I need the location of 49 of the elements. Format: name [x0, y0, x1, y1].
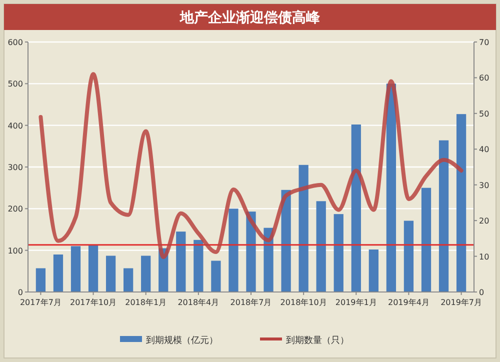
y2-tick-label: 0	[479, 288, 484, 297]
y2-tick-label: 60	[479, 74, 490, 83]
line-series	[38, 72, 464, 259]
y-tick-label: 100	[8, 246, 23, 256]
legend-label: 到期数量（只）	[286, 335, 349, 346]
bar	[141, 256, 151, 292]
y-tick-label: 500	[8, 80, 23, 89]
bar	[194, 240, 204, 292]
x-tick-label: 2017年7月	[20, 298, 62, 307]
y2-tick-label: 30	[479, 180, 490, 190]
bar	[316, 201, 326, 292]
x-tick-label: 2018年10月	[280, 298, 327, 307]
bar	[404, 220, 414, 292]
y-tick-label: 600	[8, 38, 23, 47]
y2-tick-label: 50	[479, 109, 490, 118]
x-tick-label: 2018年4月	[178, 298, 220, 307]
bar	[176, 232, 186, 292]
y-tick-label: 200	[8, 204, 23, 214]
bar	[36, 268, 46, 292]
y-tick-label: 300	[8, 163, 23, 172]
y2-tick-label: 10	[479, 252, 490, 262]
x-tick-label: 2019年4月	[388, 298, 430, 307]
bar	[421, 188, 432, 292]
y2-tick-label: 20	[479, 216, 490, 226]
bar	[70, 246, 81, 292]
x-tick-label: 2018年1月	[125, 298, 167, 307]
y2-tick-label: 70	[479, 38, 490, 47]
bar	[298, 164, 308, 292]
bar	[456, 114, 466, 292]
y-tick-label: 400	[8, 121, 23, 130]
bar	[351, 124, 361, 292]
bar	[368, 250, 378, 292]
legend-label: 到期规模（亿元）	[146, 335, 218, 346]
chart-title: 地产企业渐迎偿债高峰	[179, 9, 321, 26]
x-tick-label: 2019年1月	[335, 298, 377, 307]
bar	[88, 245, 98, 292]
bar	[281, 190, 291, 292]
bar	[124, 268, 134, 292]
bar	[438, 140, 449, 292]
y-tick-label: 0	[18, 288, 23, 297]
y2-tick-label: 40	[479, 145, 490, 154]
bar	[228, 208, 238, 292]
bar	[211, 260, 221, 292]
bar	[334, 214, 344, 292]
x-tick-label: 2017年10月	[70, 298, 117, 307]
x-tick-label: 2018年7月	[230, 298, 272, 307]
bar	[53, 254, 64, 292]
bar	[106, 256, 116, 292]
x-tick-label: 2019年7月	[440, 298, 482, 307]
